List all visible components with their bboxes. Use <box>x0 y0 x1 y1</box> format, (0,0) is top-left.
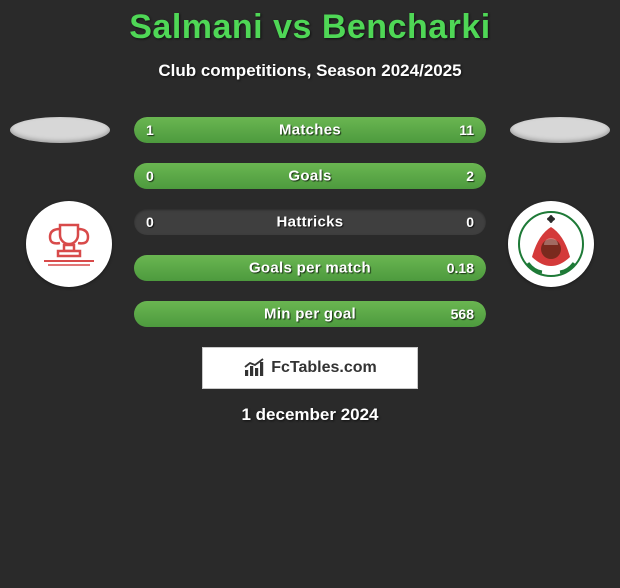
brand-box[interactable]: FcTables.com <box>202 347 418 389</box>
stat-value-right: 11 <box>459 122 474 138</box>
chart-icon <box>243 357 265 379</box>
stat-value-right: 0 <box>466 214 474 230</box>
club-badge-left <box>26 201 112 287</box>
date-label: 1 december 2024 <box>0 405 620 425</box>
player-marker-left <box>10 117 110 143</box>
stat-row: Goals per match0.18 <box>134 255 486 281</box>
stat-row: Min per goal568 <box>134 301 486 327</box>
stat-value-right: 0.18 <box>447 260 474 276</box>
player-marker-right <box>510 117 610 143</box>
stat-row: Hattricks0 0 <box>134 209 486 235</box>
stat-label: Min per goal <box>134 306 486 323</box>
stat-label: Goals per match <box>134 260 486 277</box>
stat-rows: Matches111Goals02Hattricks00Goals per ma… <box>134 117 486 327</box>
page-title: Salmani vs Bencharki <box>0 8 620 47</box>
brand-label: FcTables.com <box>271 359 377 377</box>
competition-subtitle: Club competitions, Season 2024/2025 <box>0 61 620 81</box>
stat-label: Hattricks <box>134 214 486 231</box>
trophy-emblem-icon <box>36 211 102 277</box>
stat-value-right: 568 <box>451 306 474 322</box>
stat-label: Matches <box>134 122 486 139</box>
stat-row: Goals0 2 <box>134 163 486 189</box>
stat-row: Matches111 <box>134 117 486 143</box>
stat-value-right: 2 <box>466 168 474 184</box>
stat-value-left: 0 <box>146 168 154 184</box>
stat-value-left: 1 <box>146 122 154 138</box>
club-badge-right <box>508 201 594 287</box>
stat-value-left: 0 <box>146 214 154 230</box>
stat-label: Goals <box>134 168 486 185</box>
club-emblem-icon <box>516 209 586 279</box>
comparison-panel: Matches111Goals02Hattricks00Goals per ma… <box>0 117 620 327</box>
